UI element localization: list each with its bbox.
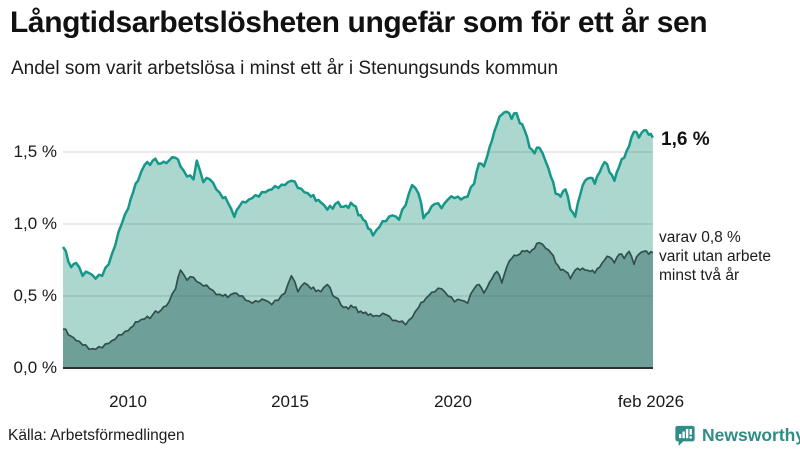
series-end-value-total: 1,6 %	[661, 129, 710, 150]
x-axis-tick-2010: 2010	[109, 392, 147, 411]
y-axis-tick-0: 0,0 %	[13, 358, 57, 377]
newsworthy-brand-link[interactable]: Newsworthy	[674, 424, 800, 446]
annotation-line-1: varav 0,8 %	[659, 229, 741, 246]
y-axis-tick-10: 1,0 %	[13, 214, 57, 233]
y-axis-tick-15: 1,5 %	[13, 142, 57, 161]
series-end-annotation-dark: varav 0,8 % varit utan arbete minst två …	[659, 228, 771, 285]
page-title: Långtidsarbetslösheten ungefär som för e…	[10, 6, 708, 39]
annotation-line-2: varit utan arbete	[659, 248, 772, 265]
x-axis-tick-2020: 2020	[434, 392, 472, 411]
newsworthy-logo-icon	[675, 425, 695, 446]
source-caption: Källa: Arbetsförmedlingen	[8, 427, 185, 444]
chart-subtitle: Andel som varit arbetslösa i minst ett å…	[11, 58, 559, 79]
annotation-line-3: minst två år	[659, 267, 740, 284]
newsworthy-brand-name: Newsworthy	[702, 424, 800, 445]
x-axis-tick-2015: 2015	[271, 392, 309, 411]
y-axis-tick-05: 0,5 %	[13, 286, 57, 305]
x-axis-tick-feb-2026: feb 2026	[617, 392, 685, 411]
